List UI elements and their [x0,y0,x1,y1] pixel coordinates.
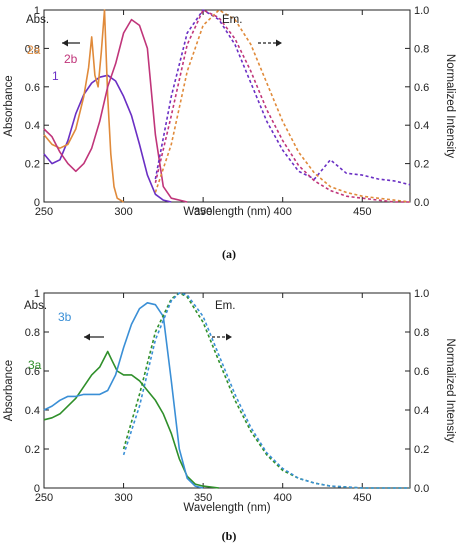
x-tick-label: 250 [35,492,53,504]
abs-arrow-head [62,39,68,47]
y-tick-label-left: 0 [34,483,40,495]
y-axis-label-left: Absorbance [3,360,15,421]
y-tick-label-right: 0.2 [414,444,429,456]
y-tick-label-right: 0.8 [414,327,429,339]
y-tick-label-right: 0.6 [414,82,429,94]
series-label-1: 1 [52,69,59,83]
series-absorption-3a [43,350,220,489]
panel-caption: (a) [222,247,236,261]
series-emission-1 [154,9,411,186]
y-tick-label-right: 1.0 [414,5,429,17]
panel-caption: (b) [222,529,237,543]
series-label-2b: 2b [64,52,78,66]
abs-arrow-head [84,333,90,341]
x-axis-label: Wavelength (nm) [183,206,270,218]
plot-frame [43,292,411,489]
y-tick-label-right: 0.6 [414,366,429,378]
y-tick-label-left: 1 [34,5,40,17]
annotation-em: Em. [222,14,242,26]
y-tick-label-left: 0.4 [25,405,40,417]
series-label-2a: 2a [27,43,41,57]
x-axis-label: Wavelength (nm) [183,502,270,514]
y-tick-label-right: 0.0 [414,483,429,495]
x-tick-label: 350 [194,206,212,218]
plot-frame [43,9,411,203]
y-tick-label-right: 0.4 [414,120,429,132]
x-tick-label: 400 [274,206,292,218]
series-absorption-2b [43,18,188,203]
y-tick-label-left: 0.6 [25,366,40,378]
em-arrow-head [226,333,232,341]
series-absorption-3b [43,302,204,489]
em-arrow-head [276,39,282,47]
x-tick-label: 450 [353,492,371,504]
annotation-em: Em. [215,300,235,312]
y-tick-label-left: 1 [34,288,40,300]
y-tick-label-right: 0.2 [414,159,429,171]
x-tick-label: 300 [114,492,132,504]
y-axis-label-left: Absorbance [3,75,15,136]
y-tick-label-left: 0.2 [25,159,40,171]
series-label-3a: 3a [28,358,42,372]
annotation-abs: Abs. [24,300,47,312]
x-tick-label: 250 [35,206,53,218]
y-tick-label-right: 1.0 [414,288,429,300]
y-tick-label-left: 0.4 [25,120,40,132]
annotation-abs: Abs. [26,14,49,26]
y-tick-label-left: 0.2 [25,444,40,456]
series-label-3b: 3b [58,310,72,324]
y-axis-label-right: Normalized Intensity [444,338,456,442]
y-tick-label-right: 0.4 [414,405,429,417]
x-tick-label: 300 [114,206,132,218]
y-tick-label-left: 0 [34,197,40,209]
y-tick-label-right: 0.0 [414,197,429,209]
y-tick-label-left: 0.8 [25,327,40,339]
x-tick-label: 450 [353,206,371,218]
y-tick-label-left: 0.8 [25,43,40,55]
y-tick-label-left: 0.6 [25,82,40,94]
y-axis-label-right: Normalized Intensity [444,54,456,158]
x-tick-label: 400 [274,492,292,504]
y-tick-label-right: 0.8 [414,43,429,55]
series-emission-2a [154,9,411,203]
x-tick-label: 350 [194,492,212,504]
series-absorption-2a [43,9,125,203]
series-emission-2b [154,9,410,203]
series-emission-3a [122,292,410,489]
series-emission-3b [122,292,410,489]
